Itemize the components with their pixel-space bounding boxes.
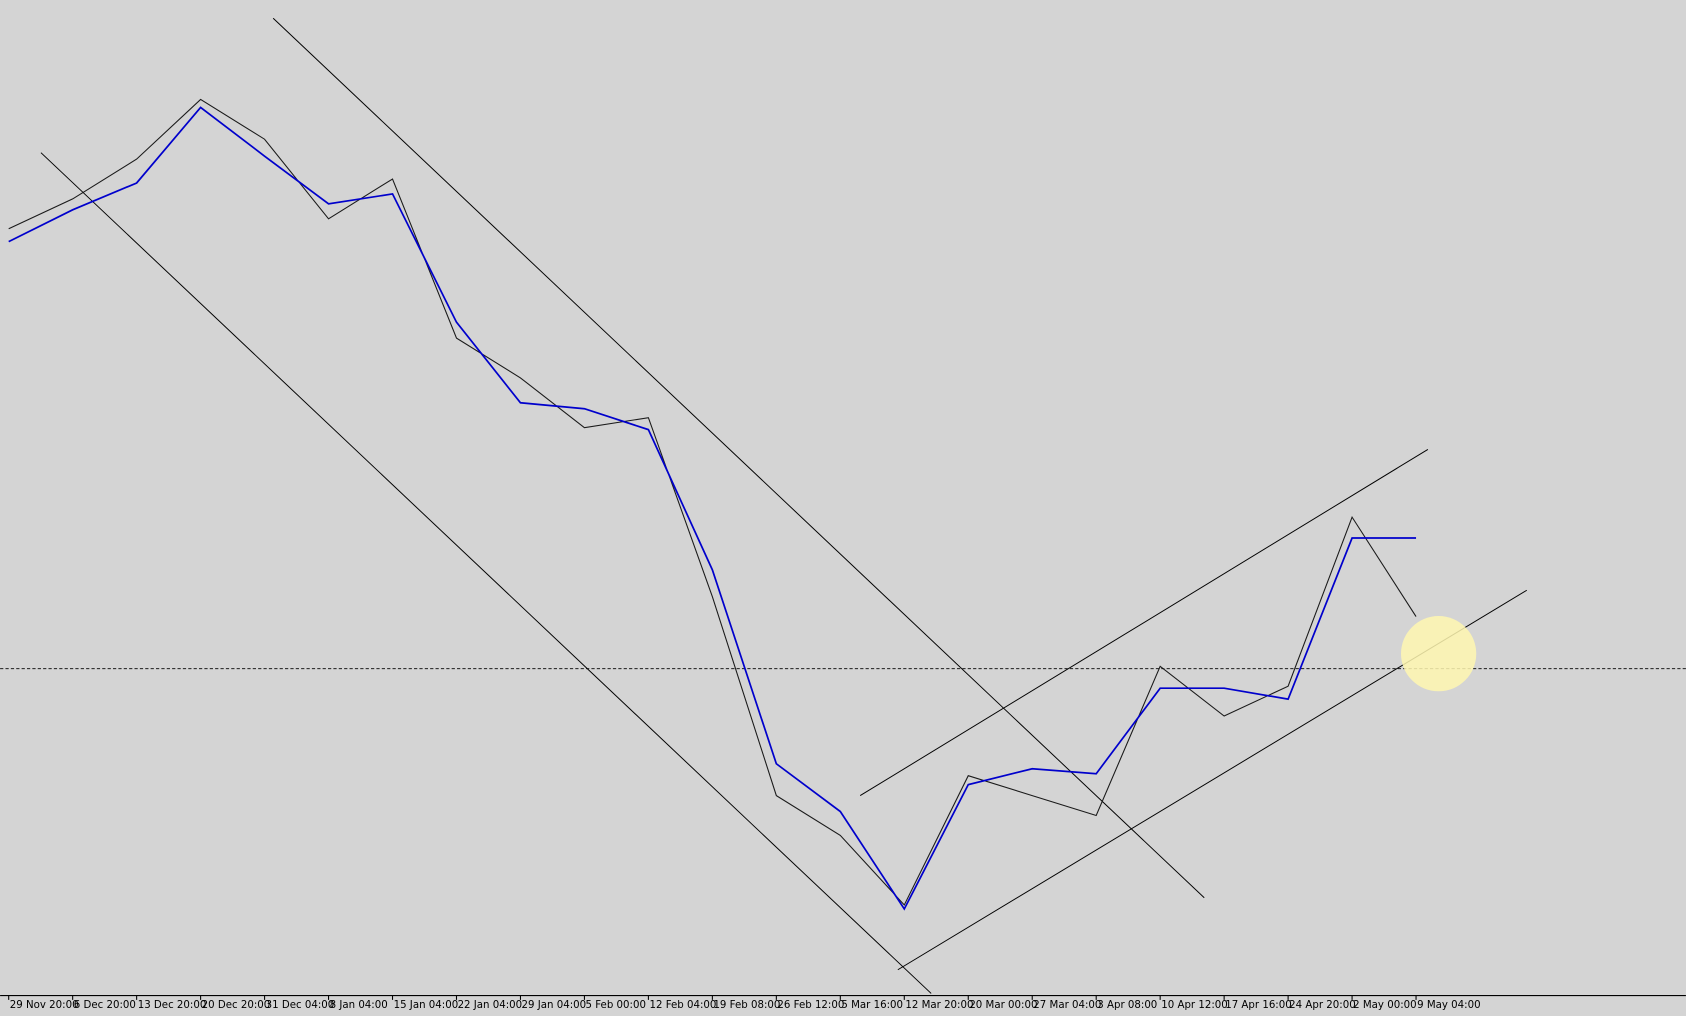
x-tick-label: 5 Mar 16:00 [841,1000,903,1011]
x-tick-label: 3 Apr 08:00 [1097,1000,1157,1011]
x-tick-label: 26 Feb 12:00 [777,1000,844,1011]
x-tick-label: 27 Mar 04:00 [1033,1000,1101,1011]
x-tick-label: 17 Apr 16:00 [1225,1000,1292,1011]
x-tick-label: 29 Nov 20:00 [10,1000,79,1011]
x-tick-label: 20 Dec 20:00 [202,1000,271,1011]
x-tick-label: 19 Feb 08:00 [713,1000,780,1011]
x-tick-label: 20 Mar 00:00 [969,1000,1037,1011]
x-tick-label: 10 Apr 12:00 [1161,1000,1228,1011]
x-tick-label: 13 Dec 20:00 [138,1000,207,1011]
x-tick-label: 31 Dec 04:00 [266,1000,335,1011]
x-tick-label: 24 Apr 20:00 [1289,1000,1356,1011]
trend-line [272,17,1205,899]
trend-line [859,448,1429,797]
x-tick-label: 29 Jan 04:00 [522,1000,587,1011]
series-line [8,106,1417,911]
x-tick-label: 9 May 04:00 [1417,1000,1480,1011]
x-tick-label: 15 Jan 04:00 [394,1000,459,1011]
x-tick-label: 2 May 00:00 [1353,1000,1416,1011]
x-tick-label: 8 Jan 04:00 [330,1000,388,1011]
x-tick-label: 5 Feb 00:00 [586,1000,646,1011]
highlight [1400,616,1477,692]
trend-line [40,152,932,994]
x-tick-label: 22 Jan 04:00 [458,1000,523,1011]
x-tick-label: 12 Feb 04:00 [649,1000,716,1011]
x-tick-label: 12 Mar 20:00 [905,1000,973,1011]
series-line [8,98,1417,906]
x-tick-label: 6 Dec 20:00 [74,1000,136,1011]
